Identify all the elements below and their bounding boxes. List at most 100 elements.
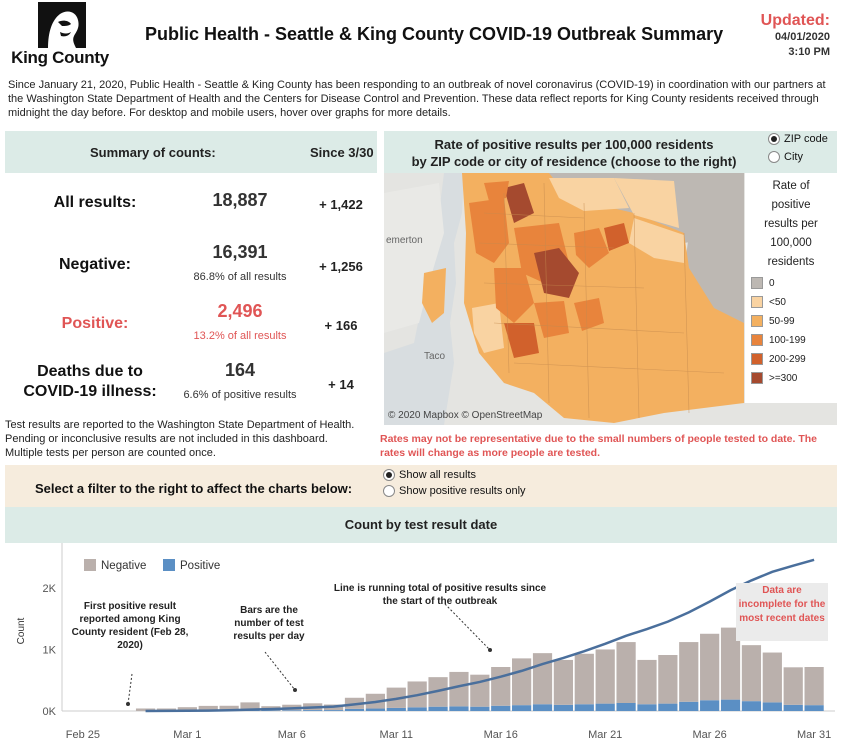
deaths-percent: 6.6% of positive results [183,389,297,401]
radio-city[interactable]: City [768,151,803,163]
annotation-pointer [264,651,296,691]
radio-show-all[interactable]: Show all results [383,469,476,481]
bar-negative [658,655,678,704]
summary-header: Summary of counts: Since 3/30 [5,131,377,173]
legend-title-line3: results per [764,218,818,230]
negative-value: 16,391 [212,242,268,262]
intro-text: Since January 21, 2020, Public Health - … [8,79,826,119]
legend-item[interactable]: 50-99 [751,315,795,327]
legend-item[interactable]: >=300 [751,372,797,384]
legend-item[interactable]: 0 [751,277,775,289]
bar-negative [177,707,197,711]
bar-negative [720,627,741,700]
filter-label: Select a filter to the right to affect t… [35,481,353,496]
legend-title-line4: 100,000 [770,237,812,249]
filter-bar: Select a filter to the right to affect t… [5,465,837,507]
x-tick-label: Mar 6 [278,729,306,741]
bar-positive [574,704,594,711]
annotation-pointer-head [488,648,492,652]
bar-positive [344,708,365,711]
bar-positive [741,701,762,711]
test-result-chart[interactable]: 0K 1K 2K Count Feb 25 Mar 1 Mar 6 Mar 11 Mar 16 M… [0,543,842,751]
negative-label: Negative: [58,256,132,273]
legend-label: 50-99 [769,315,795,327]
deaths-delta: + 14 [328,377,354,392]
legend-item[interactable]: <50 [751,296,786,308]
map-legend: Rate of positive results per 100,000 res… [745,173,837,403]
summary-row-positive[interactable]: Positive: 2,496 13.2% of all results + 1… [5,299,377,343]
bar-positive [386,707,406,711]
legend-title: Rate of positive results per 100,000 res… [745,177,837,272]
updated-date: 04/01/2020 [774,31,830,43]
bar-positive [658,703,678,711]
map-header: Rate of positive results per 100,000 res… [384,131,837,173]
x-tick-label: Mar 21 [588,729,622,741]
annotation-pointer-head [293,688,297,692]
bar-negative [783,667,803,705]
legend-negative-swatch [84,559,96,571]
bar-negative [491,667,511,706]
bar-positive [637,704,657,711]
bar-positive [491,705,511,711]
bar-negative [762,652,782,703]
annotation-first-positive: First positive result reported among Kin… [71,601,189,651]
bar-negative [198,705,218,711]
legend-swatch [751,315,763,327]
summary-row-deaths[interactable]: Deaths due to COVID-19 illness: 164 6.6%… [5,360,377,408]
legend-item[interactable]: 100-199 [751,334,806,346]
map-label-tacoma: Taco [424,351,446,362]
x-tick-label: Mar 16 [484,729,518,741]
radio-unchecked-icon[interactable] [383,485,395,497]
x-tick-label: Mar 1 [173,729,201,741]
logo-text: King County [11,48,109,67]
chart-header: Count by test result date [5,507,837,543]
legend-item[interactable]: 200-299 [751,353,806,365]
y-tick-label: 2K [43,583,57,595]
bar-positive [470,706,490,711]
radio-zip-code[interactable]: ZIP code [768,133,828,145]
map-label-bremerton: emerton [386,235,423,246]
updated-label: Updated: [760,12,830,29]
bar-positive [303,710,323,711]
deaths-label-line2: COVID-19 illness: [23,383,157,400]
summary-header-label: Summary of counts: [90,145,216,160]
all-results-value: 18,887 [212,190,268,210]
deaths-value: 164 [224,360,256,380]
positive-delta: + 166 [324,318,358,333]
map-note: Rates may not be representative due to t… [380,433,818,459]
legend-swatch [751,296,763,308]
bar-positive [449,706,469,711]
bar-positive [365,708,385,711]
bar-positive [804,705,824,711]
bar-negative [574,653,594,705]
bar-negative [240,702,260,711]
legend-label: 200-299 [769,353,806,365]
x-tick-label: Feb 25 [66,729,100,741]
page-title: Public Health - Seattle & King County CO… [145,24,724,44]
radio-show-positive-label: Show positive results only [399,485,526,497]
radio-city-label: City [784,151,803,163]
radio-checked-icon[interactable] [383,469,395,481]
x-tick-label: Mar 31 [797,729,831,741]
legend-label: 0 [769,277,775,289]
summary-header-since: Since 3/30 [310,145,374,160]
updated-block: Updated: 04/01/2020 3:10 PM [761,12,830,60]
radio-checked-icon[interactable] [768,133,780,145]
summary-row-negative[interactable]: Negative: 16,391 86.8% of all results + … [5,240,377,284]
legend-positive-label: Positive [180,560,220,572]
map-credit[interactable]: © 2020 Mapbox © OpenStreetMap [388,410,543,421]
bar-positive [783,704,803,711]
king-county-logo[interactable]: King County [10,2,110,68]
map-title-line2: by ZIP code or city of residence (choose… [411,154,737,169]
summary-row-all[interactable]: All results: 18,887 + 1,422 [5,190,377,220]
all-results-delta: + 1,422 [319,197,363,212]
y-tick-label: 0K [43,706,57,718]
bar-positive [407,707,427,711]
annotation-incomplete: Data are incomplete for the most recent … [736,583,828,641]
y-axis-label: Count [16,617,27,644]
radio-show-positive[interactable]: Show positive results only [383,485,526,497]
legend-label: >=300 [769,372,798,384]
bar-negative [449,671,469,707]
radio-unchecked-icon[interactable] [768,151,780,163]
bar-positive [700,700,720,711]
